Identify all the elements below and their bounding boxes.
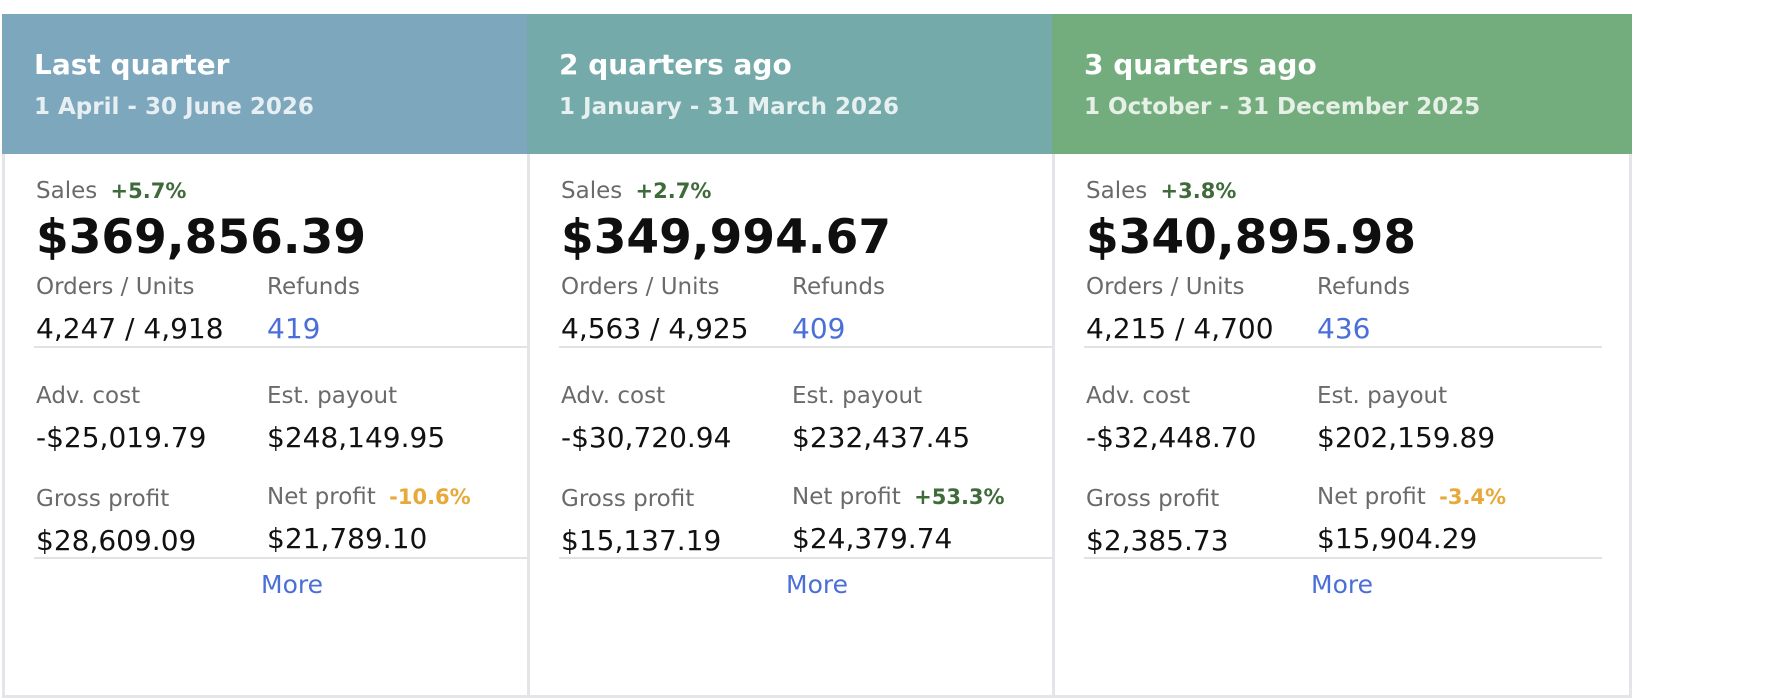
gross-profit-label: Gross profit [1086, 486, 1220, 512]
orders-units-label: Orders / Units [1086, 274, 1245, 300]
sales-value: $340,895.98 [1086, 210, 1417, 265]
orders-units-label: Orders / Units [36, 274, 195, 300]
refunds-value-link[interactable]: 409 [792, 312, 846, 345]
net-profit-label-row: Net profit +53.3% [792, 484, 1005, 510]
adv-cost-label: Adv. cost [36, 383, 141, 409]
net-profit-label-row: Net profit -3.4% [1317, 484, 1506, 510]
est-payout-value: $202,159.89 [1317, 421, 1496, 454]
card-header: Last quarter 1 April - 30 June 2026 [2, 14, 582, 154]
sales-value: $369,856.39 [36, 210, 367, 265]
adv-cost-value: -$25,019.79 [36, 421, 207, 454]
card-date-range: 1 January - 31 March 2026 [559, 94, 900, 120]
net-profit-change-badge: -3.4% [1439, 485, 1507, 509]
sales-row: Sales +3.8% [1086, 178, 1236, 204]
card-date-range: 1 April - 30 June 2026 [34, 94, 314, 120]
divider [1084, 346, 1602, 348]
card-title: 3 quarters ago [1084, 48, 1317, 81]
net-profit-change-badge: -10.6% [389, 485, 471, 509]
sales-label: Sales [36, 178, 98, 204]
more-link[interactable]: More [786, 570, 848, 599]
net-profit-value: $21,789.10 [267, 522, 428, 555]
adv-cost-value: -$30,720.94 [561, 421, 732, 454]
gross-profit-value: $28,609.09 [36, 524, 197, 557]
card-title: 2 quarters ago [559, 48, 792, 81]
orders-units-value: 4,215 / 4,700 [1086, 312, 1274, 345]
divider [34, 557, 552, 559]
divider [559, 557, 1077, 559]
divider [34, 346, 552, 348]
est-payout-label: Est. payout [792, 383, 923, 409]
card-date-range: 1 October - 31 December 2025 [1084, 94, 1481, 120]
sales-change-badge: +5.7% [110, 179, 187, 203]
net-profit-value: $24,379.74 [792, 522, 953, 555]
net-profit-label: Net profit [1317, 484, 1426, 510]
gross-profit-value: $15,137.19 [561, 524, 722, 557]
more-link[interactable]: More [1311, 570, 1373, 599]
quarter-card-2-ago: 2 quarters ago 1 January - 31 March 2026… [527, 14, 1107, 698]
gross-profit-value: $2,385.73 [1086, 524, 1229, 557]
sales-row: Sales +2.7% [561, 178, 711, 204]
card-title: Last quarter [34, 48, 230, 81]
refunds-label: Refunds [792, 274, 885, 300]
refunds-label: Refunds [1317, 274, 1410, 300]
quarter-card-last: Last quarter 1 April - 30 June 2026 Sale… [2, 14, 582, 698]
gross-profit-label: Gross profit [36, 486, 170, 512]
adv-cost-label: Adv. cost [561, 383, 666, 409]
sales-row: Sales +5.7% [36, 178, 186, 204]
card-header: 2 quarters ago 1 January - 31 March 2026 [527, 14, 1107, 154]
net-profit-label: Net profit [267, 484, 376, 510]
net-profit-label-row: Net profit -10.6% [267, 484, 471, 510]
refunds-label: Refunds [267, 274, 360, 300]
sales-change-badge: +3.8% [1160, 179, 1237, 203]
est-payout-value: $248,149.95 [267, 421, 446, 454]
refunds-value-link[interactable]: 436 [1317, 312, 1371, 345]
orders-units-value: 4,563 / 4,925 [561, 312, 749, 345]
refunds-value-link[interactable]: 419 [267, 312, 321, 345]
orders-units-label: Orders / Units [561, 274, 720, 300]
est-payout-value: $232,437.45 [792, 421, 971, 454]
gross-profit-label: Gross profit [561, 486, 695, 512]
net-profit-value: $15,904.29 [1317, 522, 1478, 555]
sales-value: $349,994.67 [561, 210, 892, 265]
quarter-card-3-ago: 3 quarters ago 1 October - 31 December 2… [1052, 14, 1632, 698]
net-profit-label: Net profit [792, 484, 901, 510]
divider [1084, 557, 1602, 559]
sales-label: Sales [1086, 178, 1148, 204]
adv-cost-value: -$32,448.70 [1086, 421, 1257, 454]
sales-change-badge: +2.7% [635, 179, 712, 203]
sales-label: Sales [561, 178, 623, 204]
est-payout-label: Est. payout [267, 383, 398, 409]
orders-units-value: 4,247 / 4,918 [36, 312, 224, 345]
est-payout-label: Est. payout [1317, 383, 1448, 409]
net-profit-change-badge: +53.3% [914, 485, 1005, 509]
card-header: 3 quarters ago 1 October - 31 December 2… [1052, 14, 1632, 154]
divider [559, 346, 1077, 348]
adv-cost-label: Adv. cost [1086, 383, 1191, 409]
more-link[interactable]: More [261, 570, 323, 599]
